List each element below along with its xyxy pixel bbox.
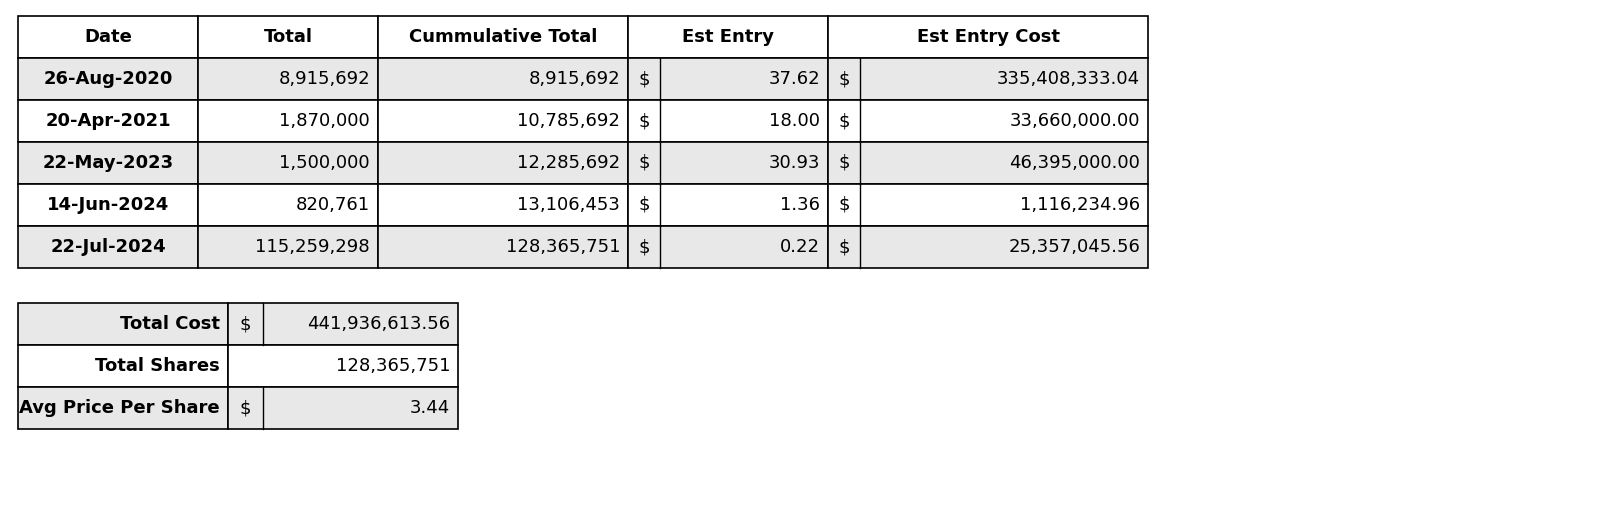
Bar <box>378 58 627 100</box>
Text: 0.22: 0.22 <box>781 238 821 256</box>
Text: 26-Aug-2020: 26-Aug-2020 <box>43 70 173 88</box>
Text: Total Cost: Total Cost <box>120 315 221 333</box>
Bar <box>829 16 1149 58</box>
Text: 30.93: 30.93 <box>768 154 821 172</box>
Text: $: $ <box>240 399 251 417</box>
Bar <box>18 16 198 58</box>
Text: $: $ <box>838 238 850 256</box>
Bar <box>378 184 627 226</box>
Text: $: $ <box>838 154 850 172</box>
Text: 128,365,751: 128,365,751 <box>336 357 450 375</box>
Bar <box>378 226 627 268</box>
Text: 12,285,692: 12,285,692 <box>517 154 621 172</box>
Text: 1,116,234.96: 1,116,234.96 <box>1019 196 1139 214</box>
Text: 22-May-2023: 22-May-2023 <box>43 154 173 172</box>
Text: Avg Price Per Share: Avg Price Per Share <box>19 399 221 417</box>
Text: $: $ <box>638 70 650 88</box>
Text: 1,870,000: 1,870,000 <box>280 112 370 130</box>
Bar <box>18 58 198 100</box>
Text: 115,259,298: 115,259,298 <box>256 238 370 256</box>
Bar <box>829 184 1149 226</box>
Text: Est Entry: Est Entry <box>682 28 774 46</box>
Text: 33,660,000.00: 33,660,000.00 <box>1010 112 1139 130</box>
Text: 13,106,453: 13,106,453 <box>517 196 621 214</box>
Bar <box>829 100 1149 142</box>
Bar <box>18 226 198 268</box>
Text: 10,785,692: 10,785,692 <box>517 112 621 130</box>
Text: 14-Jun-2024: 14-Jun-2024 <box>46 196 170 214</box>
Text: 22-Jul-2024: 22-Jul-2024 <box>50 238 166 256</box>
Text: $: $ <box>638 112 650 130</box>
Text: 18.00: 18.00 <box>770 112 821 130</box>
Bar <box>627 142 829 184</box>
Text: 37.62: 37.62 <box>768 70 821 88</box>
Text: 441,936,613.56: 441,936,613.56 <box>307 315 450 333</box>
Bar <box>829 58 1149 100</box>
Bar <box>378 16 627 58</box>
Text: 46,395,000.00: 46,395,000.00 <box>1010 154 1139 172</box>
Bar <box>18 184 198 226</box>
Text: Date: Date <box>85 28 131 46</box>
Bar <box>229 387 458 429</box>
Text: 25,357,045.56: 25,357,045.56 <box>1008 238 1139 256</box>
Text: 8,915,692: 8,915,692 <box>528 70 621 88</box>
Text: $: $ <box>838 70 850 88</box>
Text: 3.44: 3.44 <box>410 399 450 417</box>
Bar <box>198 58 378 100</box>
Text: $: $ <box>638 196 650 214</box>
Bar <box>198 16 378 58</box>
Bar <box>18 387 229 429</box>
Bar <box>378 142 627 184</box>
Text: $: $ <box>240 315 251 333</box>
Bar <box>627 58 829 100</box>
Text: Total: Total <box>264 28 312 46</box>
Bar <box>627 100 829 142</box>
Bar <box>198 142 378 184</box>
Bar <box>829 226 1149 268</box>
Bar <box>229 303 458 345</box>
Bar <box>198 100 378 142</box>
Bar <box>18 142 198 184</box>
Text: Est Entry Cost: Est Entry Cost <box>917 28 1059 46</box>
Bar <box>627 16 829 58</box>
Bar <box>229 345 458 387</box>
Text: $: $ <box>838 112 850 130</box>
Text: 1,500,000: 1,500,000 <box>280 154 370 172</box>
Text: 8,915,692: 8,915,692 <box>278 70 370 88</box>
Bar <box>18 303 229 345</box>
Text: Cummulative Total: Cummulative Total <box>410 28 597 46</box>
Bar <box>18 345 229 387</box>
Text: Total Shares: Total Shares <box>96 357 221 375</box>
Text: 128,365,751: 128,365,751 <box>506 238 621 256</box>
Bar <box>829 142 1149 184</box>
Bar <box>627 226 829 268</box>
Text: $: $ <box>838 196 850 214</box>
Bar <box>198 184 378 226</box>
Bar <box>627 184 829 226</box>
Bar <box>18 100 198 142</box>
Text: $: $ <box>638 154 650 172</box>
Text: 820,761: 820,761 <box>296 196 370 214</box>
Bar <box>378 100 627 142</box>
Bar <box>198 226 378 268</box>
Text: 335,408,333.04: 335,408,333.04 <box>997 70 1139 88</box>
Text: 1.36: 1.36 <box>781 196 821 214</box>
Text: $: $ <box>638 238 650 256</box>
Text: 20-Apr-2021: 20-Apr-2021 <box>45 112 171 130</box>
